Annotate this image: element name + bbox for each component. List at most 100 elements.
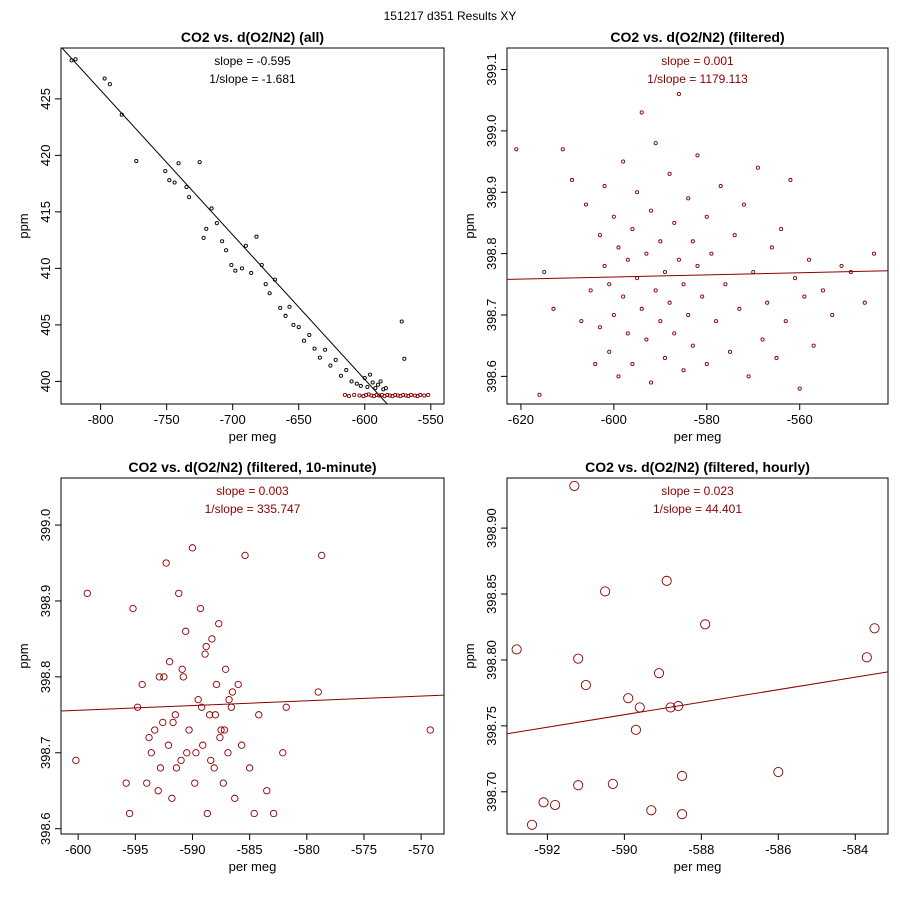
data-point	[365, 384, 370, 390]
plot-data-area	[61, 48, 431, 404]
x-tick-label: -550	[418, 412, 444, 427]
y-tick-label: 399.1	[484, 53, 499, 86]
data-point	[237, 741, 246, 749]
data-point	[550, 799, 561, 811]
data-point	[611, 214, 616, 219]
data-point	[644, 251, 649, 256]
data-point	[709, 251, 714, 256]
data-point	[639, 110, 644, 115]
y-tick-label: 398.80	[484, 640, 499, 680]
chart-panel-3: CO2 vs. d(O2/N2) (filtered, 10-minute) -6…	[16, 459, 445, 874]
data-point	[217, 726, 225, 734]
y-tick-label: 398.70	[484, 772, 499, 812]
data-point	[755, 165, 760, 170]
data-point	[412, 393, 417, 398]
data-point	[653, 141, 658, 146]
data-point	[746, 374, 751, 379]
data-point	[254, 234, 259, 239]
y-tick-label: 420	[38, 145, 53, 167]
data-point	[646, 805, 657, 816]
data-point	[806, 257, 812, 262]
y-tick-label: 410	[38, 258, 53, 280]
data-point	[147, 749, 155, 757]
data-point	[263, 282, 268, 287]
data-point	[185, 726, 193, 734]
data-point	[224, 749, 232, 757]
data-point	[378, 379, 383, 384]
data-point	[723, 282, 728, 287]
data-point	[677, 770, 688, 782]
data-point	[333, 357, 338, 362]
data-point	[73, 57, 78, 62]
x-axis-label: per meg	[674, 859, 722, 874]
data-point	[212, 680, 221, 689]
data-point	[215, 620, 223, 628]
data-point	[661, 575, 672, 586]
data-point	[395, 393, 400, 398]
data-point	[241, 551, 249, 560]
data-point	[686, 312, 691, 318]
data-point	[224, 248, 229, 253]
y-tick-label: 398.7	[484, 299, 499, 332]
y-tick-label: 398.75	[484, 706, 499, 746]
data-point	[219, 779, 227, 787]
x-tick-label: -588	[688, 842, 714, 857]
data-point	[635, 276, 640, 281]
data-point	[83, 589, 91, 598]
data-point	[623, 693, 634, 704]
data-point	[602, 263, 607, 268]
data-point	[211, 711, 219, 719]
data-point	[133, 703, 142, 711]
data-point	[358, 383, 363, 388]
data-point	[402, 356, 407, 361]
slope-annotation: slope = 0.003	[216, 484, 289, 498]
data-point	[573, 780, 584, 791]
data-point	[283, 313, 288, 318]
data-point	[201, 650, 209, 658]
data-point	[600, 586, 611, 597]
x-tick-label: -580	[294, 842, 320, 857]
data-point	[869, 623, 880, 634]
data-point	[231, 794, 239, 802]
data-point	[538, 797, 549, 808]
data-point	[602, 184, 607, 189]
data-point	[318, 551, 326, 560]
data-point	[511, 644, 522, 655]
data-point	[243, 243, 248, 248]
data-point	[138, 680, 146, 689]
data-point	[176, 161, 181, 166]
data-point	[220, 239, 225, 244]
data-point	[175, 589, 183, 598]
data-point	[328, 363, 333, 368]
y-tick-label: 398.6	[38, 812, 53, 845]
plot-data-area	[61, 544, 444, 818]
slope-annotation: slope = -0.595	[214, 54, 291, 68]
data-point	[667, 300, 672, 305]
x-axis-label: per meg	[674, 429, 722, 444]
y-tick-label: 398.90	[484, 508, 499, 548]
data-point	[760, 337, 765, 342]
data-point	[665, 702, 676, 713]
data-point	[690, 239, 695, 244]
data-point	[291, 322, 296, 327]
data-point	[621, 294, 626, 299]
data-point	[188, 544, 197, 552]
data-point	[201, 235, 206, 240]
y-tick-label: 405	[38, 314, 53, 336]
data-point	[233, 268, 238, 273]
data-point	[399, 319, 404, 324]
y-tick-label: 398.8	[38, 661, 53, 694]
data-point	[695, 153, 700, 158]
data-point	[312, 346, 317, 351]
data-point	[597, 325, 602, 330]
slope-annotation: slope = 0.023	[661, 484, 734, 498]
data-point	[639, 306, 644, 311]
data-point	[164, 741, 173, 749]
data-point	[393, 392, 398, 398]
data-point	[542, 269, 547, 275]
data-point	[737, 306, 742, 311]
y-axis-label: ppm	[462, 643, 477, 668]
data-point	[611, 312, 616, 318]
